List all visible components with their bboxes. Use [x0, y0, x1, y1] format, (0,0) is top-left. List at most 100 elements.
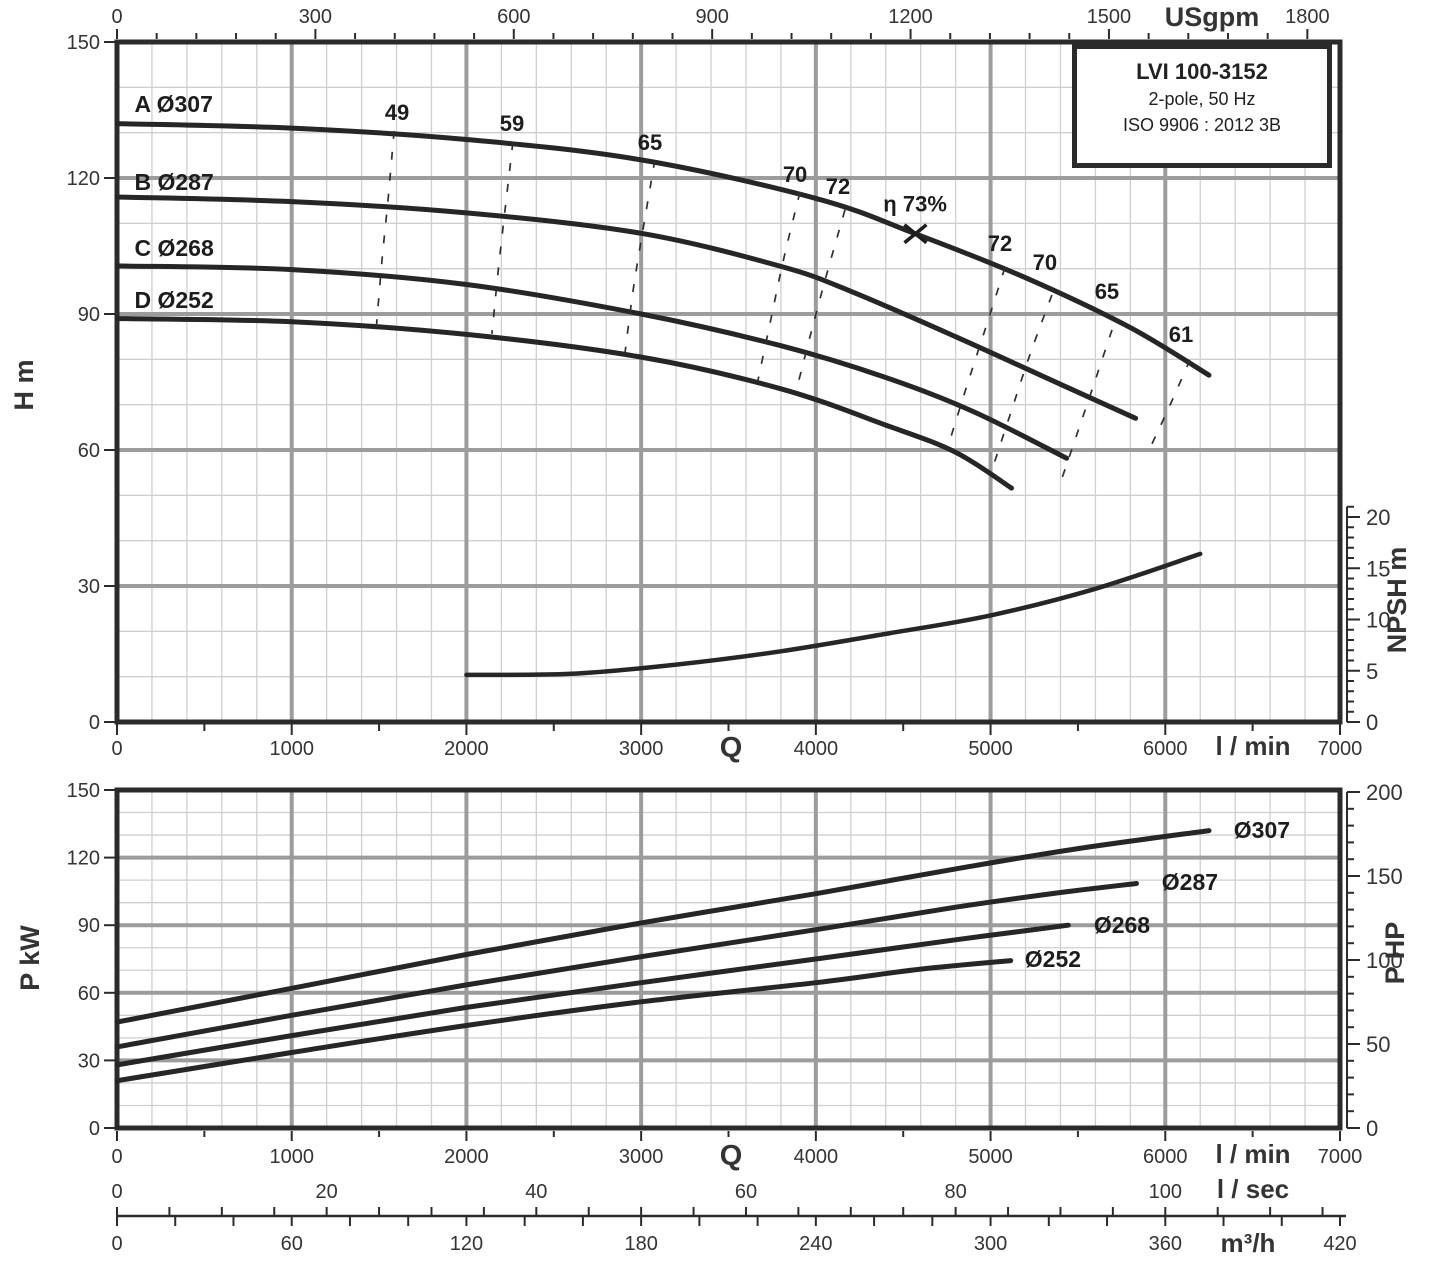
- m3h-tick-label: 360: [1149, 1233, 1182, 1255]
- lmin-axis-unit-bottom: l / min: [1215, 1139, 1290, 1169]
- kw-tick-label: 30: [78, 1050, 100, 1072]
- lmin-tick-label-bottom: 3000: [619, 1146, 664, 1168]
- power-curve-label: Ø287: [1162, 869, 1218, 895]
- usgpm-tick-label: 1800: [1285, 6, 1330, 28]
- lmin-tick-label-bottom: 1000: [269, 1146, 314, 1168]
- h-tick-label: 150: [67, 32, 100, 54]
- lmin-axis-unit: l / min: [1215, 731, 1290, 761]
- efficiency-contour-59: [491, 142, 514, 334]
- efficiency-label: 72: [988, 231, 1012, 256]
- lmin-tick-label-bottom: 2000: [444, 1146, 489, 1168]
- hp-tick-label: 150: [1366, 864, 1403, 889]
- efficiency-label: 59: [500, 111, 524, 136]
- lmin-tick-label: 2000: [444, 738, 489, 760]
- kw-axis-label: P kW: [15, 925, 45, 991]
- bep-label: η 73%: [883, 191, 947, 216]
- grid-minor: [117, 790, 1340, 1128]
- lsec-tick-label: 100: [1149, 1181, 1182, 1203]
- lsec-tick-label: 40: [525, 1181, 547, 1203]
- lmin-tick-label: 7000: [1318, 738, 1363, 760]
- bep-cross: [903, 223, 928, 245]
- npsh-tick-label: 20: [1366, 505, 1390, 530]
- power-curve--252: [114, 958, 1014, 1084]
- curve-d-252: [114, 316, 1014, 491]
- legend-box: LVI 100-3152 2-pole, 50 Hz ISO 9906 : 20…: [1072, 44, 1332, 168]
- m3h-tick-label: 240: [799, 1233, 832, 1255]
- efficiency-label: 65: [1095, 279, 1119, 304]
- lmin-tick-label-bottom: 5000: [968, 1146, 1013, 1168]
- power-curve--287: [114, 881, 1139, 1050]
- lsec-tick-label: 20: [316, 1181, 338, 1203]
- axis-ticks: [104, 29, 1360, 1226]
- efficiency-contour-72: [795, 209, 846, 393]
- kw-tick-label: 120: [67, 848, 100, 870]
- power-curve-label: Ø268: [1094, 912, 1150, 938]
- lmin-tick-label: 0: [111, 738, 122, 760]
- lsec-tick-label: 60: [735, 1181, 757, 1203]
- lmin-tick-label: 6000: [1143, 738, 1188, 760]
- h-tick-label: 90: [78, 304, 100, 326]
- usgpm-tick-label: 600: [497, 6, 530, 28]
- hp-tick-label: 0: [1366, 1116, 1378, 1141]
- m3h-tick-label: 0: [111, 1233, 122, 1255]
- kw-tick-label: 0: [89, 1118, 100, 1140]
- h-tick-label: 0: [89, 712, 100, 734]
- efficiency-label: 70: [1033, 250, 1057, 275]
- curve-label: B Ø287: [134, 169, 213, 195]
- hp-tick-label: 200: [1366, 780, 1403, 805]
- lsec-tick-label: 80: [945, 1181, 967, 1203]
- lmin-tick-label: 5000: [968, 738, 1013, 760]
- m3h-axis-unit: m³/h: [1221, 1228, 1276, 1258]
- efficiency-label: 72: [826, 174, 850, 199]
- npsh-tick-label: 5: [1366, 659, 1378, 684]
- q-axis-label-bottom: Q: [720, 1140, 743, 1172]
- legend-subtitle-iso: ISO 9906 : 2012 3B: [1122, 115, 1282, 135]
- efficiency-label: 49: [385, 100, 409, 125]
- curve-label: C Ø268: [134, 235, 213, 261]
- q-axis-label: Q: [720, 732, 743, 764]
- lmin-tick-label-bottom: 4000: [794, 1146, 839, 1168]
- grid-major: [117, 790, 1340, 1128]
- h-tick-label: 60: [78, 440, 100, 462]
- lmin-tick-label-bottom: 7000: [1318, 1146, 1363, 1168]
- efficiency-contour-61: [1149, 359, 1191, 449]
- plot-border: [114, 39, 1343, 725]
- kw-tick-label: 90: [78, 915, 100, 937]
- curve-a-307: [114, 121, 1212, 378]
- m3h-tick-label: 120: [450, 1233, 483, 1255]
- efficiency-label: 70: [783, 162, 807, 187]
- lmin-tick-label: 3000: [619, 738, 664, 760]
- plot-border: [114, 787, 1343, 1131]
- bep-marker: [903, 223, 928, 245]
- efficiency-contour-65: [624, 159, 656, 353]
- lmin-tick-label: 4000: [794, 738, 839, 760]
- curve-npsh: [464, 551, 1203, 678]
- efficiency-label: 65: [638, 130, 662, 155]
- lmin-tick-label: 1000: [269, 738, 314, 760]
- curve-b-287: [114, 194, 1139, 421]
- power-curve-label: Ø307: [1234, 817, 1290, 843]
- hp-axis-label: P HP: [1380, 922, 1410, 985]
- npsh-axis-label: NPSH m: [1382, 547, 1412, 654]
- curve-label: A Ø307: [134, 91, 212, 117]
- kw-tick-label: 60: [78, 983, 100, 1005]
- m3h-tick-label: 420: [1323, 1233, 1356, 1255]
- usgpm-tick-label: 1200: [888, 6, 933, 28]
- h-tick-label: 30: [78, 576, 100, 598]
- m3h-tick-label: 180: [624, 1233, 657, 1255]
- usgpm-tick-label: 1500: [1087, 6, 1132, 28]
- usgpm-axis-unit: USgpm: [1165, 2, 1260, 32]
- curve-c-268: [114, 263, 1070, 461]
- hp-tick-label: 50: [1366, 1032, 1390, 1057]
- usgpm-tick-label: 0: [111, 6, 122, 28]
- efficiency-contour-65: [1061, 329, 1113, 479]
- power-curve-label: Ø252: [1025, 946, 1081, 972]
- power-curve--307: [114, 828, 1212, 1025]
- usgpm-tick-label: 900: [695, 6, 728, 28]
- legend-title: LVI 100-3152: [1136, 59, 1268, 84]
- kw-tick-label: 150: [67, 780, 100, 802]
- h-axis-label: H m: [9, 359, 39, 410]
- hp-tick-label: 100: [1366, 948, 1403, 973]
